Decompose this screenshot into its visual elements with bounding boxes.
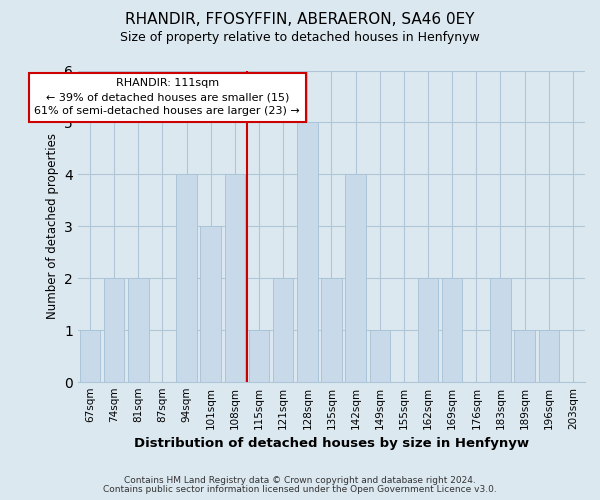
Bar [224, 174, 245, 382]
Bar [80, 330, 100, 382]
Text: Contains HM Land Registry data © Crown copyright and database right 2024.: Contains HM Land Registry data © Crown c… [124, 476, 476, 485]
Text: Size of property relative to detached houses in Henfynyw: Size of property relative to detached ho… [120, 31, 480, 44]
Bar [418, 278, 439, 382]
Text: RHANDIR, FFOSYFFIN, ABERAERON, SA46 0EY: RHANDIR, FFOSYFFIN, ABERAERON, SA46 0EY [125, 12, 475, 28]
Text: Contains public sector information licensed under the Open Government Licence v3: Contains public sector information licen… [103, 484, 497, 494]
Bar [176, 174, 197, 382]
Bar [370, 330, 390, 382]
Bar [539, 330, 559, 382]
Bar [346, 174, 366, 382]
Y-axis label: Number of detached properties: Number of detached properties [46, 134, 59, 320]
Bar [128, 278, 149, 382]
Bar [490, 278, 511, 382]
Text: RHANDIR: 111sqm
← 39% of detached houses are smaller (15)
61% of semi-detached h: RHANDIR: 111sqm ← 39% of detached houses… [34, 78, 300, 116]
Bar [442, 278, 463, 382]
Bar [249, 330, 269, 382]
Bar [297, 122, 317, 382]
Bar [321, 278, 342, 382]
Bar [104, 278, 124, 382]
Bar [273, 278, 293, 382]
Bar [514, 330, 535, 382]
Bar [200, 226, 221, 382]
X-axis label: Distribution of detached houses by size in Henfynyw: Distribution of detached houses by size … [134, 437, 529, 450]
